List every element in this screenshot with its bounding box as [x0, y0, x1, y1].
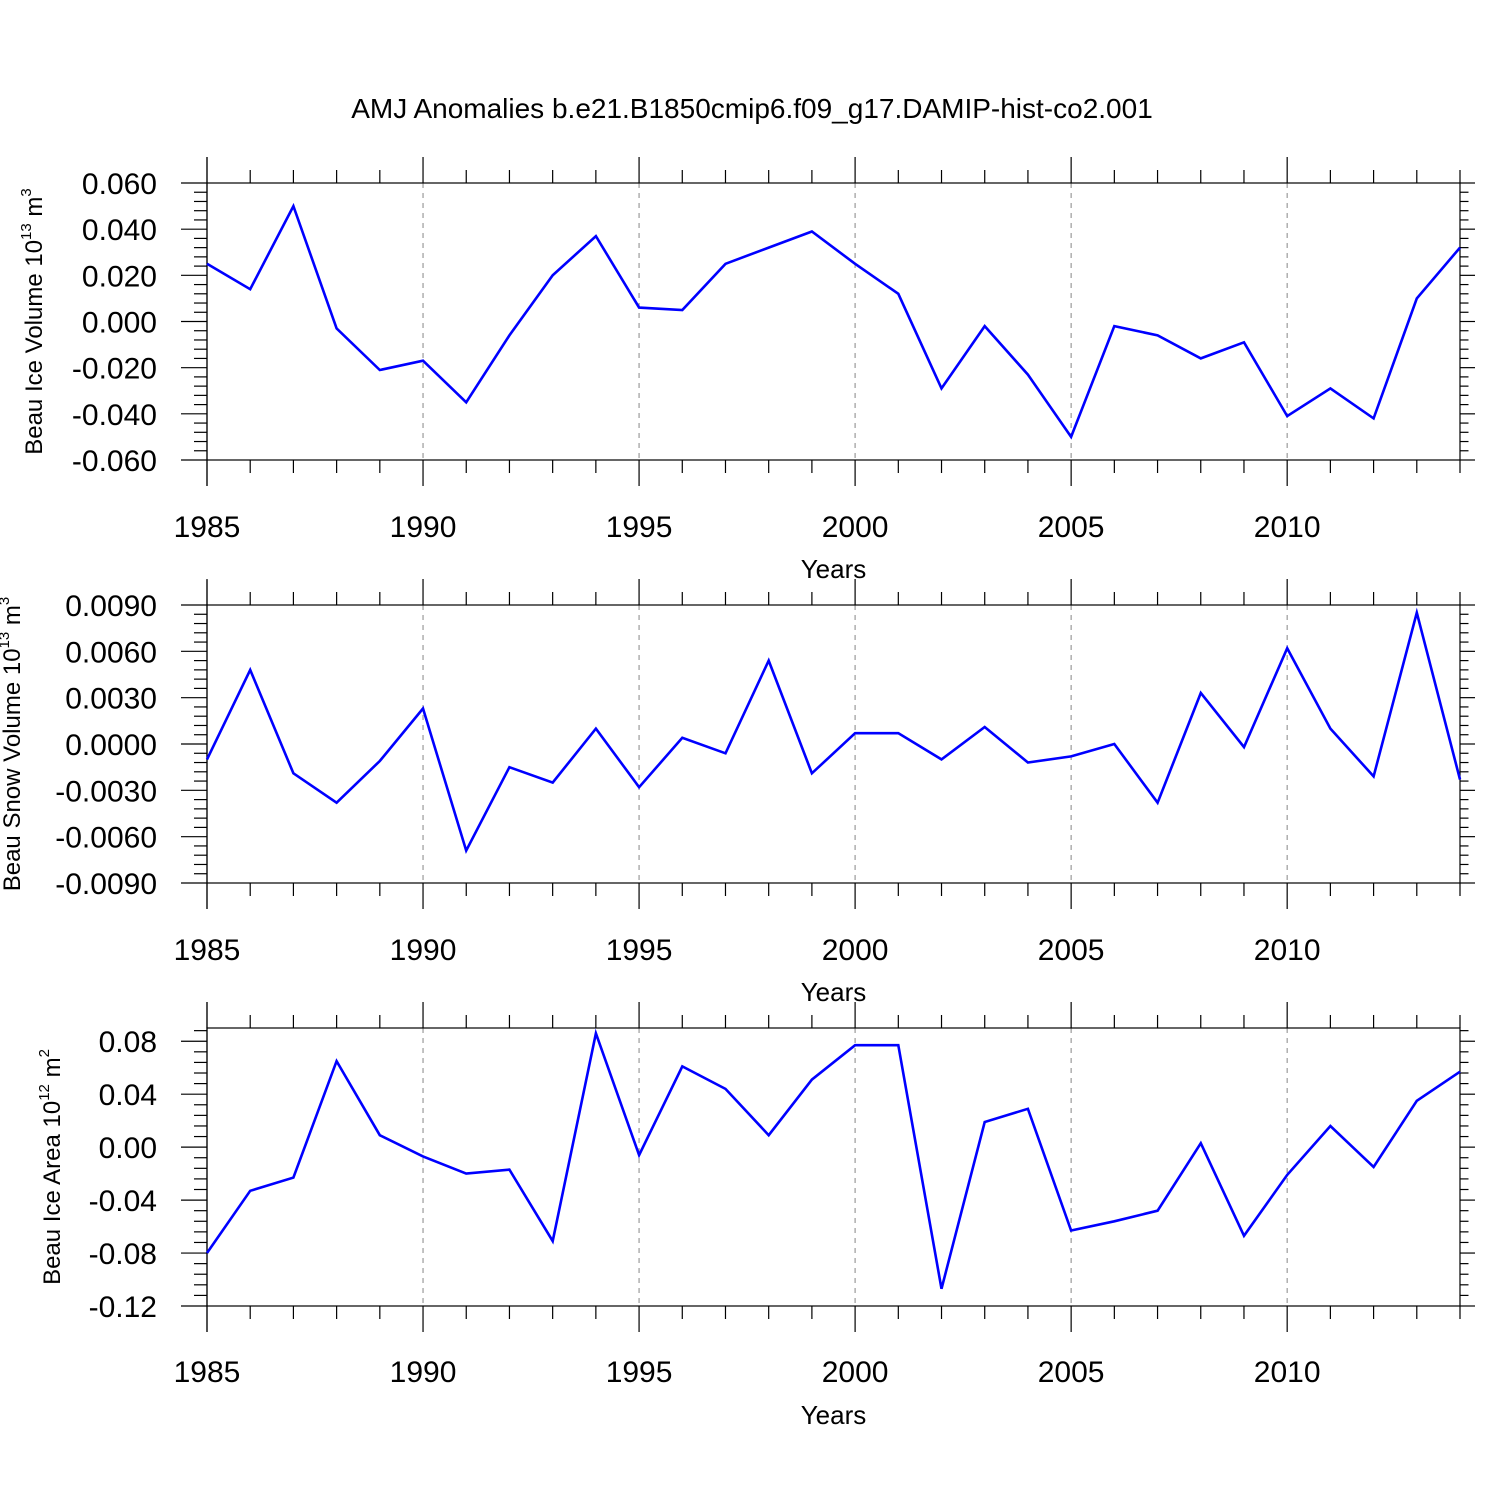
x-tick-label: 2010	[1254, 934, 1321, 967]
x-tick-label: 1985	[174, 511, 241, 544]
x-tick-label: 2000	[822, 1356, 889, 1389]
y-tick-label: 0.0090	[65, 590, 157, 623]
y-tick-label: -0.020	[72, 353, 157, 386]
y-tick-label: 0.08	[99, 1026, 157, 1059]
x-tick-label: 2005	[1038, 1356, 1105, 1389]
y-tick-label: 0.0000	[65, 729, 157, 762]
x-tick-label: 1995	[606, 1356, 673, 1389]
y-tick-label: -0.060	[72, 445, 157, 478]
x-tick-label: 1985	[174, 1356, 241, 1389]
y-axis-label: Beau Ice Area 1012 m2	[36, 1049, 66, 1285]
series-line	[206, 202, 1461, 440]
y-tick-label: 0.060	[82, 168, 157, 201]
y-axis-label: Beau Ice Volume 1013 m3	[18, 188, 48, 455]
x-axis-label: Years	[801, 977, 867, 1007]
panel-ice-volume: 1985 1990 1995 2000 2005 2010 0.060 0.040 0.020 0…	[18, 157, 1475, 584]
y-tick-label: 0.020	[82, 260, 157, 293]
x-tick-label: 2010	[1254, 511, 1321, 544]
series-line	[205, 1028, 1461, 1290]
y-tick-label: -0.0060	[55, 822, 157, 855]
chart-title: AMJ Anomalies b.e21.B1850cmip6.f09_g17.D…	[351, 93, 1153, 124]
panel-ice-area: 1985 1990 1995 2000 2005 2010 0.08 0.04 0.00 -0.0…	[36, 1002, 1475, 1430]
y-tick-label: 0.0060	[65, 636, 157, 669]
x-tick-label: 2005	[1038, 511, 1105, 544]
plot-frame	[206, 1027, 1461, 1307]
y-tick-label: -0.0090	[55, 868, 157, 901]
x-tick-label: 2005	[1038, 934, 1105, 967]
y-tick-label: -0.040	[72, 399, 157, 432]
x-tick-label: 2000	[822, 511, 889, 544]
y-tick-label: 0.04	[99, 1079, 157, 1112]
series-line	[205, 607, 1462, 855]
x-tick-label: 2010	[1254, 1356, 1321, 1389]
y-tick-label: -0.08	[89, 1238, 157, 1271]
panel-snow-volume: 1985 1990 1995 2000 2005 2010 0.0090 0.0060 0.00…	[0, 579, 1475, 1007]
plot-frame	[206, 182, 1461, 461]
y-tick-label: -0.0030	[55, 775, 157, 808]
y-tick-label: -0.12	[89, 1291, 157, 1324]
y-axis-label: Beau Snow Volume 1013 m3	[0, 597, 26, 892]
x-tick-label: 1990	[390, 511, 457, 544]
y-tick-label: 0.000	[82, 307, 157, 340]
y-tick-label: 0.0030	[65, 683, 157, 716]
x-tick-label: 2000	[822, 934, 889, 967]
x-tick-label: 1990	[390, 1356, 457, 1389]
x-tick-label: 1995	[606, 511, 673, 544]
x-tick-label: 1985	[174, 934, 241, 967]
x-tick-label: 1995	[606, 934, 673, 967]
x-axis-label: Years	[801, 1400, 867, 1430]
y-tick-label: 0.00	[99, 1132, 157, 1165]
y-tick-label: 0.040	[82, 214, 157, 247]
y-tick-label: -0.04	[89, 1185, 157, 1218]
x-tick-label: 1990	[390, 934, 457, 967]
x-axis-label: Years	[801, 554, 867, 584]
